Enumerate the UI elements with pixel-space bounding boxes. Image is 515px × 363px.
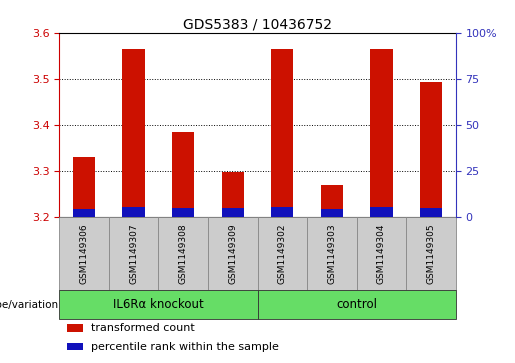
Text: IL6Rα knockout: IL6Rα knockout bbox=[113, 298, 204, 311]
Bar bbox=[271, 49, 294, 217]
Bar bbox=[221, 172, 244, 217]
Bar bbox=[321, 209, 343, 217]
Bar bbox=[208, 217, 258, 290]
Text: GSM1149306: GSM1149306 bbox=[79, 223, 89, 284]
Bar bbox=[73, 157, 95, 217]
Text: GSM1149307: GSM1149307 bbox=[129, 223, 138, 284]
Text: transformed count: transformed count bbox=[91, 323, 195, 333]
Bar bbox=[159, 217, 208, 290]
Bar bbox=[73, 209, 95, 217]
Bar bbox=[420, 208, 442, 217]
Bar bbox=[356, 217, 406, 290]
Bar bbox=[406, 217, 456, 290]
Bar bbox=[370, 49, 392, 217]
Text: GSM1149302: GSM1149302 bbox=[278, 223, 287, 284]
Text: genotype/variation: genotype/variation bbox=[0, 299, 58, 310]
Bar bbox=[258, 217, 307, 290]
Text: GSM1149308: GSM1149308 bbox=[179, 223, 187, 284]
Text: GSM1149304: GSM1149304 bbox=[377, 223, 386, 284]
Bar bbox=[221, 208, 244, 217]
Bar bbox=[67, 325, 83, 332]
Bar bbox=[321, 185, 343, 217]
Bar bbox=[123, 207, 145, 217]
Text: GSM1149309: GSM1149309 bbox=[228, 223, 237, 284]
Bar bbox=[370, 207, 392, 217]
Bar bbox=[172, 208, 194, 217]
Bar bbox=[420, 82, 442, 217]
Text: GSM1149303: GSM1149303 bbox=[328, 223, 336, 284]
Bar bbox=[67, 343, 83, 350]
Text: GSM1149305: GSM1149305 bbox=[426, 223, 436, 284]
Bar bbox=[172, 131, 194, 217]
Bar bbox=[271, 207, 294, 217]
Bar bbox=[258, 290, 456, 319]
Bar bbox=[59, 290, 258, 319]
Bar bbox=[307, 217, 356, 290]
Bar bbox=[123, 49, 145, 217]
Bar bbox=[109, 217, 159, 290]
Text: percentile rank within the sample: percentile rank within the sample bbox=[91, 342, 279, 351]
Bar bbox=[59, 217, 109, 290]
Title: GDS5383 / 10436752: GDS5383 / 10436752 bbox=[183, 17, 332, 32]
Text: control: control bbox=[336, 298, 377, 311]
